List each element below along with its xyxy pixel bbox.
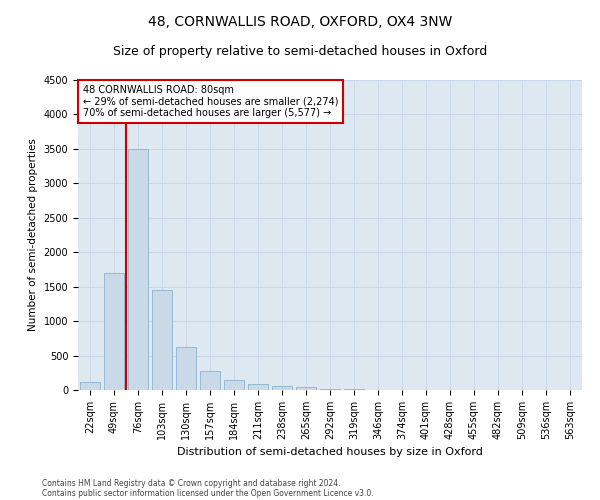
Bar — [104, 273, 124, 390]
Bar — [152, 290, 172, 390]
Bar — [272, 386, 292, 390]
Bar — [200, 372, 220, 390]
Text: Size of property relative to semi-detached houses in Oxford: Size of property relative to semi-detach… — [113, 45, 487, 58]
Text: 48 CORNWALLIS ROAD: 80sqm
← 29% of semi-detached houses are smaller (2,274)
70% : 48 CORNWALLIS ROAD: 80sqm ← 29% of semi-… — [83, 84, 338, 118]
Y-axis label: Number of semi-detached properties: Number of semi-detached properties — [28, 138, 38, 332]
Bar — [248, 384, 268, 390]
Bar — [224, 380, 244, 390]
Bar — [80, 382, 100, 390]
Text: 48, CORNWALLIS ROAD, OXFORD, OX4 3NW: 48, CORNWALLIS ROAD, OXFORD, OX4 3NW — [148, 15, 452, 29]
Text: Contains public sector information licensed under the Open Government Licence v3: Contains public sector information licen… — [42, 488, 374, 498]
X-axis label: Distribution of semi-detached houses by size in Oxford: Distribution of semi-detached houses by … — [177, 448, 483, 458]
Bar — [320, 388, 340, 390]
Bar — [128, 149, 148, 390]
Text: Contains HM Land Registry data © Crown copyright and database right 2024.: Contains HM Land Registry data © Crown c… — [42, 478, 341, 488]
Bar — [176, 348, 196, 390]
Bar — [296, 387, 316, 390]
